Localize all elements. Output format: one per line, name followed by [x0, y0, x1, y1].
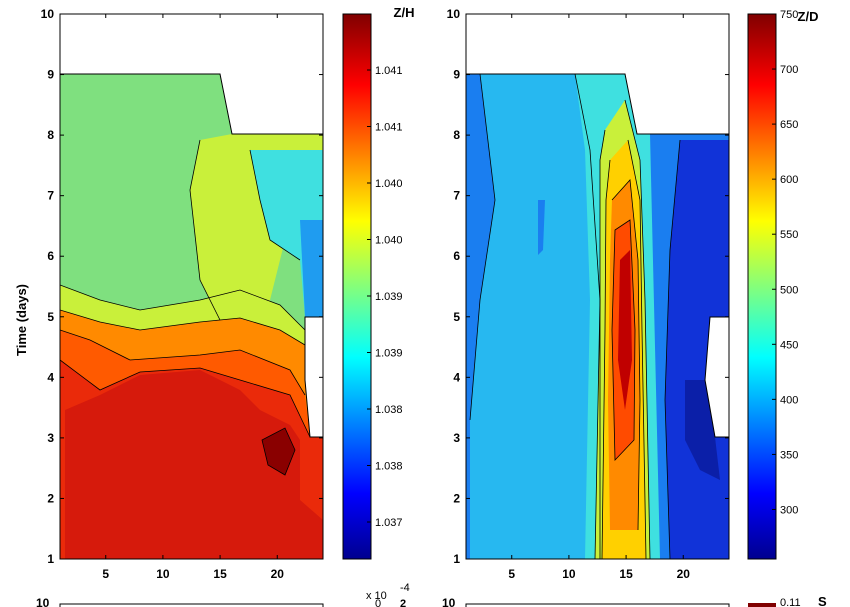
left-colorbar-tick-label: 1.037	[375, 517, 403, 529]
left-colorbar-tick-label: 1.040	[375, 178, 403, 190]
left-colorbar-tick-label: 1.040	[375, 235, 403, 247]
exponent-power: -4	[400, 582, 410, 594]
right-y-tick-label: 2	[453, 491, 460, 505]
left-x-tick-label: 5	[102, 567, 109, 581]
right-y-tick-label: 7	[453, 189, 460, 203]
left-axes-frame	[59, 13, 324, 560]
right-y-tick-label: 6	[453, 249, 460, 263]
next-colorbar-title: S	[818, 594, 827, 607]
next-colorbar-right-value: 2	[400, 598, 406, 607]
right-x-tick-label: 5	[508, 567, 515, 581]
left-x-tick-label: 20	[271, 567, 285, 581]
left-y-tick-label: 4	[47, 370, 54, 384]
left-colorbar	[342, 13, 372, 560]
next-colorbar-top	[748, 603, 776, 607]
right-y-tick-label: 10	[447, 7, 461, 21]
right-colorbar-tick-label: 650	[780, 119, 798, 131]
right-colorbar	[747, 13, 777, 560]
right-y-tick-label: 9	[453, 68, 460, 82]
left-y-tick-label: 3	[47, 431, 54, 445]
right-heatmap	[466, 14, 729, 559]
left-y-tick-label: 7	[47, 189, 54, 203]
right-y-tick-label: 8	[453, 128, 460, 142]
right-colorbar-tick-label: 400	[780, 394, 798, 406]
left-heatmap	[60, 14, 323, 559]
right-y-tick-label: 3	[453, 431, 460, 445]
left-y-tick-label: 1	[47, 552, 54, 566]
left-colorbar-title: Z/H	[394, 5, 415, 20]
right-colorbar-tick-label: 300	[780, 504, 798, 516]
next-colorbar-value: 0.11	[780, 597, 801, 607]
bottom-fragment: 10 10 x 10 -4 0 2 0.11 S	[36, 582, 827, 607]
next-right-y-tick: 10	[442, 596, 456, 607]
left-colorbar-tick-label: 1.039	[375, 348, 403, 360]
right-colorbar-tick-label: 550	[780, 229, 798, 241]
next-right-axes-frame	[465, 603, 730, 607]
left-y-tick-label: 10	[41, 7, 55, 21]
right-colorbar-tick-label: 500	[780, 284, 798, 296]
left-y-tick-label: 2	[47, 491, 54, 505]
right-colorbar-tick-label: 700	[780, 64, 798, 76]
y-axis-label: Time (days)	[14, 284, 29, 356]
right-colorbar-tick-label: 600	[780, 174, 798, 186]
tick-layer: 1 2 3 4 5 6 7 8 9 10 5 10 15 20 1 2 3 4 5 6 7 8 9 10 5 10 15 20 1.04…	[41, 7, 799, 581]
right-x-tick-label: 10	[562, 567, 576, 581]
right-y-tick-label: 5	[453, 310, 460, 324]
right-x-tick-label: 20	[677, 567, 691, 581]
right-y-tick-label: 4	[453, 370, 460, 384]
left-colorbar-tick-label: 1.041	[375, 122, 403, 134]
left-y-tick-label: 9	[47, 68, 54, 82]
right-colorbar-tick-label: 450	[780, 339, 798, 351]
next-colorbar-left-value: 0	[375, 598, 381, 607]
right-colorbar-title: Z/D	[798, 9, 819, 24]
left-colorbar-tick-label: 1.038	[375, 461, 403, 473]
exponent-label: x 10	[366, 590, 387, 602]
left-colorbar-tick-label: 1.038	[375, 404, 403, 416]
left-x-tick-label: 15	[213, 567, 227, 581]
left-y-tick-label: 5	[47, 310, 54, 324]
next-y-tick: 10	[36, 596, 50, 607]
left-y-tick-label: 8	[47, 128, 54, 142]
next-left-axes-frame	[59, 603, 324, 607]
right-colorbar-tick-label: 750	[780, 9, 798, 21]
right-y-tick-label: 1	[453, 552, 460, 566]
left-colorbar-tick-label: 1.039	[375, 291, 403, 303]
left-x-tick-label: 10	[156, 567, 170, 581]
right-x-tick-label: 15	[619, 567, 633, 581]
left-y-tick-label: 6	[47, 249, 54, 263]
left-colorbar-tick-label: 1.041	[375, 65, 403, 77]
right-axes-frame	[465, 13, 730, 560]
right-colorbar-tick-label: 350	[780, 449, 798, 461]
